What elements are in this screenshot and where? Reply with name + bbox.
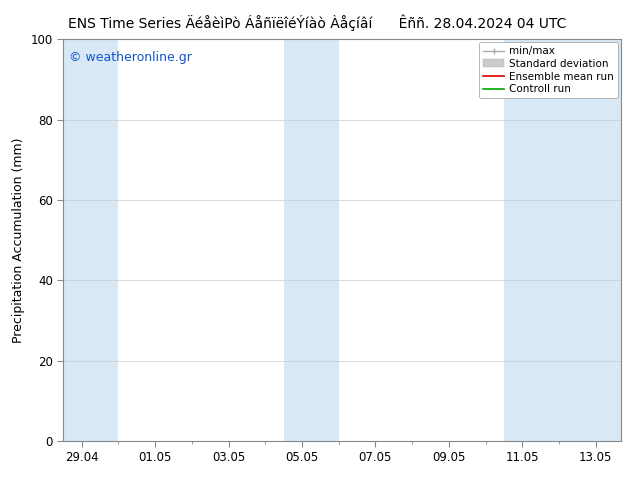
Bar bbox=[504, 39, 559, 441]
Text: © weatheronline.gr: © weatheronline.gr bbox=[69, 51, 192, 64]
Bar bbox=[63, 39, 119, 441]
Bar bbox=[283, 39, 339, 441]
Legend: min/max, Standard deviation, Ensemble mean run, Controll run: min/max, Standard deviation, Ensemble me… bbox=[479, 42, 618, 98]
Bar bbox=[559, 39, 621, 441]
Text: ENS Time Series ÄéåèìPò ÁåñïëîéÝíàò Àåçíâí      Êññ. 28.04.2024 04 UTC: ENS Time Series ÄéåèìPò ÁåñïëîéÝíàò Àåçí… bbox=[68, 15, 566, 31]
Y-axis label: Precipitation Accumulation (mm): Precipitation Accumulation (mm) bbox=[12, 137, 25, 343]
